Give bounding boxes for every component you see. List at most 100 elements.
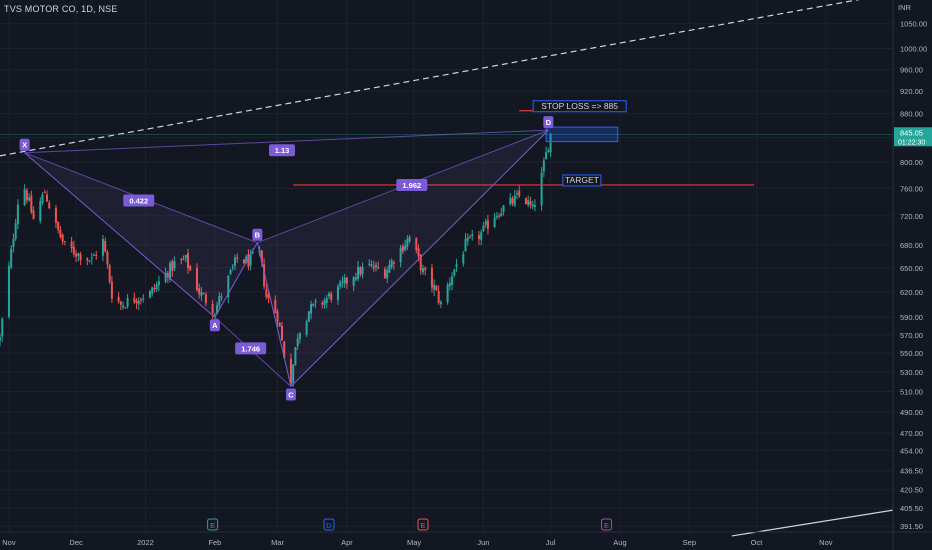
candle [12,233,15,253]
price-tick-label: 720.00 [900,212,923,221]
price-tick-label: 590.00 [900,313,923,322]
candle-body [70,241,73,249]
candle-body [296,338,299,347]
candle [54,204,57,228]
ratio-label: 0.422 [129,197,148,206]
candle-body [104,240,107,252]
candle [482,222,485,233]
candle-body [247,254,250,267]
candle [404,240,407,252]
candle-body [549,133,552,153]
annotation-label: TARGET [565,175,599,185]
candle-body [137,300,140,305]
event-marker [417,518,429,531]
price-axis-currency: INR [898,3,912,12]
candle-body [16,204,19,224]
candle-body [352,277,355,286]
candle [135,298,138,310]
price-tick-label: 570.00 [900,331,923,340]
candle [545,146,548,160]
annotation-label-box [562,174,602,187]
candle [359,266,362,277]
candle [14,218,17,242]
candle-body [182,258,185,260]
time-tick-label: Oct [751,538,764,547]
candle-body [32,210,35,219]
candle [547,147,550,153]
candle [189,264,192,271]
candle [276,308,279,327]
candle-body [359,267,362,275]
candle-body [424,267,427,271]
candle [368,259,371,267]
candle [274,295,277,314]
pattern-point-box [285,388,296,401]
price-tick-label: 550.00 [900,349,923,358]
candle [430,263,433,293]
candle-body [148,291,151,298]
candle [542,157,545,177]
last-price-value: 845.05 [900,128,923,137]
candle [509,192,512,207]
candle [195,263,198,292]
candle [352,276,355,292]
price-tick-label: 880.00 [900,110,923,119]
price-tick-label: 680.00 [900,241,923,250]
candle-body [30,195,33,213]
candle [198,283,201,299]
candle-body [462,253,465,264]
candle-body [213,314,216,316]
candle-body [249,254,252,266]
time-tick-label: Jun [477,538,489,547]
candle-body [341,281,344,283]
candle [390,258,393,270]
candle [41,192,44,206]
time-tick-label: Apr [341,538,353,547]
candle-body [437,290,440,303]
candle [527,195,530,208]
candle-body [321,302,324,305]
candle-body [95,254,98,256]
candle-body [468,236,472,238]
pattern-fill-bcd [257,130,549,387]
candle-body [547,150,550,153]
event-marker-label: E [420,521,425,530]
candle [341,276,344,288]
candle [142,294,145,303]
candle-body [283,341,286,358]
candle [124,306,127,309]
candle-body [307,311,310,322]
candle-body [305,321,308,335]
candle [448,277,451,291]
ratio-label: 1.13 [275,146,290,155]
price-axis-bg [893,0,932,550]
candle [45,190,49,202]
candle-body [122,305,125,308]
time-tick-label: 2022 [137,538,154,547]
candle [357,261,360,282]
price-tick-label: 920.00 [900,87,923,96]
pattern-point-label: A [212,321,218,330]
candle [484,218,487,228]
candle-body [392,262,395,264]
candle-body [417,248,420,257]
candle [75,249,78,262]
candle-body [495,215,498,218]
candle [296,333,299,351]
candle [236,253,239,263]
candle [498,212,501,219]
candle [435,284,438,291]
candle-body [374,264,378,268]
candle-body [435,285,438,291]
pattern-point-label: C [288,390,294,399]
candle-body [227,275,230,298]
candle [289,353,292,386]
candle [229,268,232,276]
candle-body [72,246,75,255]
candle-body [372,266,375,269]
candle [231,264,234,271]
candle [108,263,111,284]
candle [16,199,19,230]
